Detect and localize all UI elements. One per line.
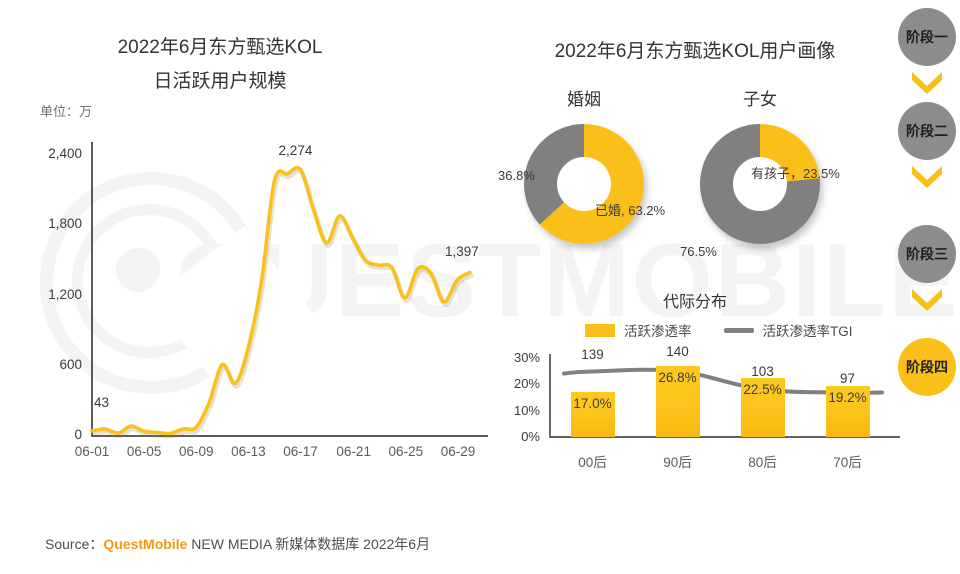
line-y-tick-1: 600 — [59, 356, 82, 372]
left-chart-title-line2: 日活跃用户规模 — [153, 71, 287, 92]
line-y-tick-4: 2,400 — [48, 146, 82, 161]
stage-label-4: 阶段四 — [906, 359, 948, 375]
source-suffix: NEW MEDIA 新媒体数据库 2022年6月 — [187, 536, 431, 552]
left-chart-title-line1: 2022年6月东方甄选KOL — [117, 37, 323, 58]
line-chart-svg — [90, 142, 488, 439]
left-chart-unit-label: 单位：万 — [40, 104, 93, 119]
line-chart-plot: 0 600 1,200 1,800 2,400 06-01 06-05 06-0… — [0, 0, 500, 480]
line-annotation-peak: 2,274 — [278, 142, 313, 158]
line-x-tick-5: 06-21 — [336, 444, 371, 459]
line-annotation-end: 1,397 — [445, 244, 479, 260]
line-x-tick-1: 06-05 — [126, 444, 162, 459]
user-portrait-panel: 2022年6月东方甄选KOL用户画像 婚姻 36.8% 已婚, 63.2% 子女… — [490, 0, 900, 500]
donut-chart-children — [700, 124, 820, 244]
stage-label-1: 阶段一 — [906, 29, 948, 45]
line-y-tick-0: 0 — [74, 427, 82, 442]
donut-marriage-heading: 婚姻 — [567, 90, 601, 109]
line-x-tick-0: 06-01 — [74, 444, 110, 459]
generation-bar-plot: 0% 10% 20% 30% 17.0% 26.8% 22.5% 19.2% 1… — [490, 0, 900, 500]
bar-value-70hou: 19.2% — [828, 390, 867, 406]
donut-children-label-none: 76.5% — [680, 244, 717, 259]
daily-active-users-chart-panel: 2022年6月东方甄选KOL 日活跃用户规模 单位：万 0 600 1,200 … — [0, 0, 500, 500]
bar-value-00hou: 17.0% — [573, 396, 612, 412]
line-x-tick-3: 06-13 — [231, 444, 266, 459]
legend-swatch-penetration — [585, 323, 615, 337]
stage-item-4[interactable]: 阶段四 — [898, 338, 956, 396]
bar-70hou — [825, 386, 870, 437]
tgi-value-80hou: 103 — [751, 364, 774, 379]
donut-children-heading: 子女 — [743, 90, 777, 109]
legend-label-tgi: 活跃渗透率TGI — [762, 324, 853, 339]
stage-arrow-2-icon — [912, 166, 942, 188]
line-x-tick-2: 06-09 — [179, 444, 214, 459]
stage-arrow-3-icon — [912, 289, 942, 311]
source-brand: QuestMobile — [103, 536, 188, 552]
tgi-value-00hou: 139 — [581, 347, 604, 362]
bar-value-80hou: 22.5% — [743, 381, 782, 397]
donut-marriage-label-unmarried: 36.8% — [498, 168, 535, 183]
stage-progression: 阶段一 阶段二 阶段三 阶段四 — [898, 0, 960, 420]
bar-y-tick-1: 10% — [513, 402, 540, 418]
generation-chart-title: 代际分布 — [662, 294, 727, 311]
bar-x-tick-1: 90后 — [663, 455, 692, 470]
stage-label-3: 阶段三 — [906, 246, 948, 262]
donut-chart-marriage — [524, 124, 644, 244]
bar-x-tick-3: 70后 — [833, 455, 862, 470]
bar-y-tick-2: 20% — [513, 376, 540, 392]
tgi-value-70hou: 97 — [839, 371, 856, 386]
bar-x-tick-0: 00后 — [578, 455, 607, 470]
line-x-tick-6: 06-25 — [388, 444, 424, 459]
bar-x-tick-2: 80后 — [748, 455, 777, 470]
line-annotation-start: 43 — [94, 394, 110, 410]
bar-y-tick-3: 30% — [513, 350, 540, 365]
line-x-tick-7: 06-29 — [440, 444, 476, 459]
stage-item-1[interactable]: 阶段一 — [898, 8, 956, 66]
donut-children-label-has: 有孩子，23.5% — [751, 166, 840, 181]
source-line: Source：QuestMobile NEW MEDIA 新媒体数据库 2022… — [45, 534, 430, 554]
stage-label-2: 阶段二 — [906, 123, 948, 139]
bar-00hou — [570, 392, 615, 437]
legend-label-penetration: 活跃渗透率 — [624, 324, 692, 339]
stage-arrow-1-icon — [912, 72, 942, 94]
bar-80hou — [740, 377, 785, 437]
stage-item-3[interactable]: 阶段三 — [898, 225, 956, 283]
bar-value-90hou: 26.8% — [658, 370, 697, 386]
tgi-value-90hou: 140 — [666, 344, 689, 359]
line-x-tick-4: 06-17 — [283, 444, 318, 459]
right-chart-title: 2022年6月东方甄选KOL用户画像 — [554, 41, 836, 62]
generation-chart-legend: 活跃渗透率 活跃渗透率TGI — [585, 320, 853, 340]
source-prefix: Source： — [45, 536, 104, 552]
stage-item-2[interactable]: 阶段二 — [898, 102, 956, 160]
donut-marriage-label-married: 已婚, 63.2% — [595, 203, 666, 218]
bar-90hou — [655, 366, 700, 437]
bar-y-tick-0: 0% — [521, 429, 540, 444]
legend-line-tgi — [723, 327, 754, 333]
